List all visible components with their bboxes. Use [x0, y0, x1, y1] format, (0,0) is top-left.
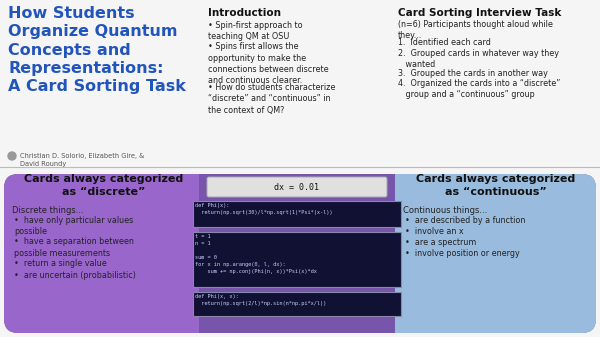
Text: 4.  Organized the cards into a “discrete”
   group and a “continuous” group: 4. Organized the cards into a “discrete”…: [398, 79, 560, 99]
Bar: [185, 174, 199, 333]
Text: Christian D. Solorio, Elizabeth Gire, &
David Roundy: Christian D. Solorio, Elizabeth Gire, & …: [20, 153, 144, 167]
Text: •  return a single value: • return a single value: [14, 259, 107, 268]
FancyBboxPatch shape: [207, 177, 387, 197]
Text: 1.  Identified each card: 1. Identified each card: [398, 38, 491, 47]
Text: How Students
Organize Quantum
Concepts and
Representations:
A Card Sorting Task: How Students Organize Quantum Concepts a…: [8, 6, 186, 94]
Text: • How do students characterize
“discrete” and “continuous” in
the context of QM?: • How do students characterize “discrete…: [208, 83, 335, 115]
Bar: [193, 232, 401, 287]
Text: t = 1
n = 1

sum = 0
for x in np.arange(0, l, dx):
    sum += np.conj(Phi(n, x)): t = 1 n = 1 sum = 0 for x in np.arange(0…: [195, 234, 317, 274]
Text: Cards always categorized
as “continuous”: Cards always categorized as “continuous”: [416, 174, 575, 197]
Text: • Spins first allows the
opportunity to make the
connections between discrete
an: • Spins first allows the opportunity to …: [208, 42, 329, 86]
Text: def Phi(x):
  return(np.sqrt(30)/l*np.sqrt(1)*Psi*(x-l)): def Phi(x): return(np.sqrt(30)/l*np.sqrt…: [195, 203, 332, 215]
Text: def Phi(x, x):
  return(np.sqrt(2/l)*np.sin(n*np.pi*x/l)): def Phi(x, x): return(np.sqrt(2/l)*np.si…: [195, 294, 326, 306]
Bar: [185, 174, 409, 333]
Text: •  are a spectrum: • are a spectrum: [405, 238, 476, 247]
Bar: [193, 292, 401, 316]
Text: (n=6) Participants thought aloud while
they...: (n=6) Participants thought aloud while t…: [398, 20, 553, 40]
Text: 2.  Grouped cards in whatever way they
   wanted: 2. Grouped cards in whatever way they wa…: [398, 49, 559, 69]
Text: Introduction: Introduction: [208, 8, 281, 18]
Text: •  are uncertain (probabilistic): • are uncertain (probabilistic): [14, 271, 136, 279]
Text: Continuous things...: Continuous things...: [403, 206, 487, 215]
Text: Discrete things...: Discrete things...: [12, 206, 83, 215]
Text: 3.  Grouped the cards in another way: 3. Grouped the cards in another way: [398, 68, 548, 78]
Text: dx = 0.01: dx = 0.01: [275, 183, 320, 191]
Bar: [395, 174, 409, 333]
FancyBboxPatch shape: [395, 174, 596, 333]
Text: Card Sorting Interview Task: Card Sorting Interview Task: [398, 8, 562, 18]
Text: •  have only particular values
possible: • have only particular values possible: [14, 216, 133, 237]
Text: •  are described by a function: • are described by a function: [405, 216, 526, 225]
FancyBboxPatch shape: [4, 174, 199, 333]
FancyBboxPatch shape: [4, 174, 596, 333]
Bar: [0, 0, 600, 167]
Bar: [193, 201, 401, 227]
Text: •  involve an x: • involve an x: [405, 227, 464, 236]
Text: Cards always categorized
as “discrete”: Cards always categorized as “discrete”: [24, 174, 183, 197]
Text: •  have a separation between
possible measurements: • have a separation between possible mea…: [14, 238, 134, 258]
Text: • Spin-first approach to
teaching QM at OSU: • Spin-first approach to teaching QM at …: [208, 21, 302, 41]
Circle shape: [8, 152, 16, 160]
Text: •  involve position or energy: • involve position or energy: [405, 249, 520, 258]
